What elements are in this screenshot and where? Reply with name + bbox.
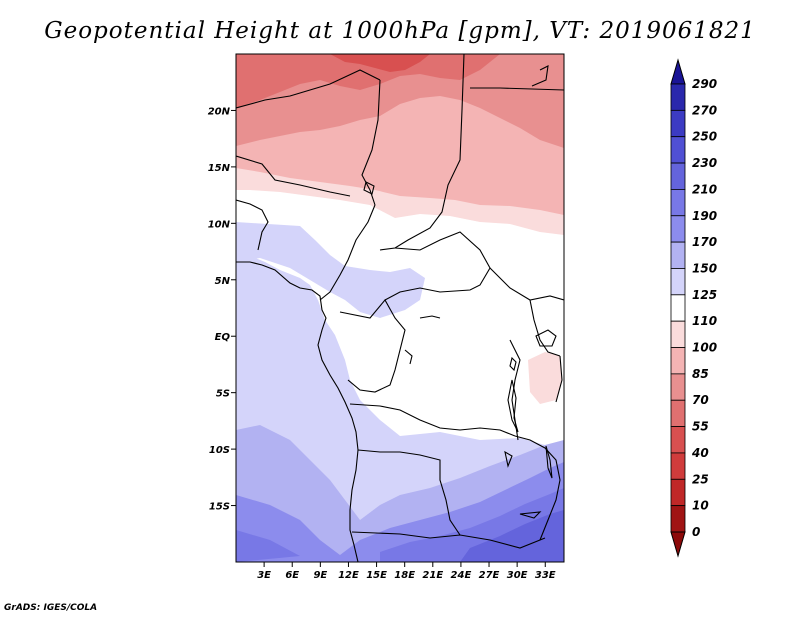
lon-tick-label: 3E — [257, 570, 271, 581]
colorbar-swatch — [670, 320, 686, 348]
lon-tick-label: 9E — [313, 570, 327, 581]
lon-tick-label: 24E — [451, 570, 472, 581]
border-mid-1 — [236, 199, 269, 251]
border-east-2 — [529, 299, 561, 357]
lat-tick-label: 10N — [208, 219, 231, 230]
field-pink-eastafrica — [528, 352, 562, 404]
colorbar-swatch — [670, 189, 686, 217]
border-north-1 — [236, 69, 381, 109]
lake-victoria — [535, 329, 557, 347]
colorbar-swatch — [670, 426, 686, 454]
contour-field — [236, 54, 564, 562]
lat-tick-label: 15S — [209, 502, 230, 513]
lat-tick-label: 20N — [208, 106, 231, 117]
colorbar-swatch — [670, 373, 686, 401]
colorbar-label: 0 — [692, 525, 700, 539]
border-east-1 — [514, 435, 561, 541]
colorbar-swatch — [670, 347, 686, 375]
colorbar-swatch — [670, 215, 686, 243]
colorbar-swatch — [670, 399, 686, 427]
lon-tick-label: 12E — [338, 570, 359, 581]
border-north-5 — [236, 155, 351, 197]
colorbar-label: 85 — [692, 367, 709, 381]
colorbar-label: 210 — [692, 182, 717, 196]
colorbar-label: 10 — [692, 499, 709, 513]
border-angola-1 — [357, 449, 461, 536]
colorbar-bottom-extension — [670, 531, 686, 558]
lat-tick-label: 5N — [215, 276, 231, 287]
border-mid-3 — [384, 231, 491, 301]
lake-kariba — [519, 511, 542, 519]
colorbar-label: 125 — [692, 288, 717, 302]
congo-river-1 — [419, 315, 441, 319]
colorbar-label: 270 — [692, 103, 717, 117]
border-congo-2 — [349, 403, 516, 437]
colorbar-swatch — [670, 294, 686, 322]
colorbar-label: 230 — [692, 156, 717, 170]
border-north-4 — [470, 87, 564, 91]
lon-tick-label: 21E — [422, 570, 443, 581]
lat-tick-label: EQ — [215, 332, 231, 343]
colorbar-label: 25 — [692, 472, 709, 486]
map-frame — [235, 53, 565, 563]
colorbar-swatch — [670, 478, 686, 507]
congo-river-2 — [404, 349, 413, 365]
colorbar-label: 55 — [692, 420, 709, 434]
border-east-3 — [555, 355, 563, 403]
border-north-3 — [379, 54, 465, 251]
lake-chad — [363, 181, 375, 195]
colorbar-label: 110 — [692, 314, 717, 328]
coast-red-sea — [531, 65, 549, 87]
colorbar-swatch — [670, 268, 686, 296]
lon-tick-label: 15E — [366, 570, 387, 581]
colorbar-label: 170 — [692, 235, 717, 249]
field-band-55 — [236, 54, 500, 108]
border-angola-2 — [351, 531, 546, 549]
longitude-axis: 3E 6E 9E 12E 15E 18E 21E 24E 27E 30E 33E — [257, 562, 556, 581]
lon-tick-label: 6E — [285, 570, 299, 581]
map-title: Geopotential Height at 1000hPa [gpm], VT… — [44, 18, 756, 44]
colorbar-swatch — [670, 109, 686, 138]
coastline-west-africa — [236, 261, 359, 562]
colorbar-label: 40 — [691, 446, 709, 460]
lon-tick-label: 30E — [507, 570, 528, 581]
lake-mweru — [504, 450, 513, 468]
colorbar-label: 70 — [692, 393, 709, 407]
political-borders — [236, 54, 564, 562]
border-mid-2 — [319, 204, 376, 301]
lat-tick-label: 5S — [216, 389, 230, 400]
colorbar-label: 250 — [692, 130, 717, 144]
colorbar-label: 150 — [692, 261, 717, 275]
field-band-40 — [330, 54, 430, 72]
colorbar-swatch — [670, 452, 686, 480]
grads-credit: GrADS: IGES/COLA — [4, 603, 98, 613]
colorbar-top-extension — [670, 58, 686, 85]
latitude-axis: 20N 15N 10N 5N EQ 5S 10S 15S — [208, 106, 236, 513]
colorbar-swatch — [670, 505, 686, 533]
lake-kivu — [509, 356, 517, 372]
border-north-2 — [361, 79, 381, 206]
colorbar-swatch — [670, 83, 686, 111]
lon-tick-label: 18E — [394, 570, 415, 581]
colorbar-label: 290 — [692, 77, 717, 91]
lat-tick-label: 15N — [208, 163, 231, 174]
colorbar-swatch — [670, 162, 686, 190]
colorbar-label: 100 — [692, 341, 717, 355]
lat-tick-label: 10S — [209, 445, 230, 456]
field-band-210 — [460, 510, 564, 562]
colorbar: 2902702502302101901701501251101008570554… — [670, 58, 717, 558]
border-congo-1 — [339, 299, 406, 393]
lake-malawi — [545, 445, 553, 479]
lon-tick-label: 27E — [479, 570, 500, 581]
field-blue-west — [236, 222, 425, 318]
lon-tick-label: 33E — [535, 570, 556, 581]
lake-tanganyika — [507, 379, 519, 433]
colorbar-swatch — [670, 241, 686, 269]
colorbar-label: 190 — [692, 209, 717, 223]
colorbar-swatch — [670, 136, 686, 164]
